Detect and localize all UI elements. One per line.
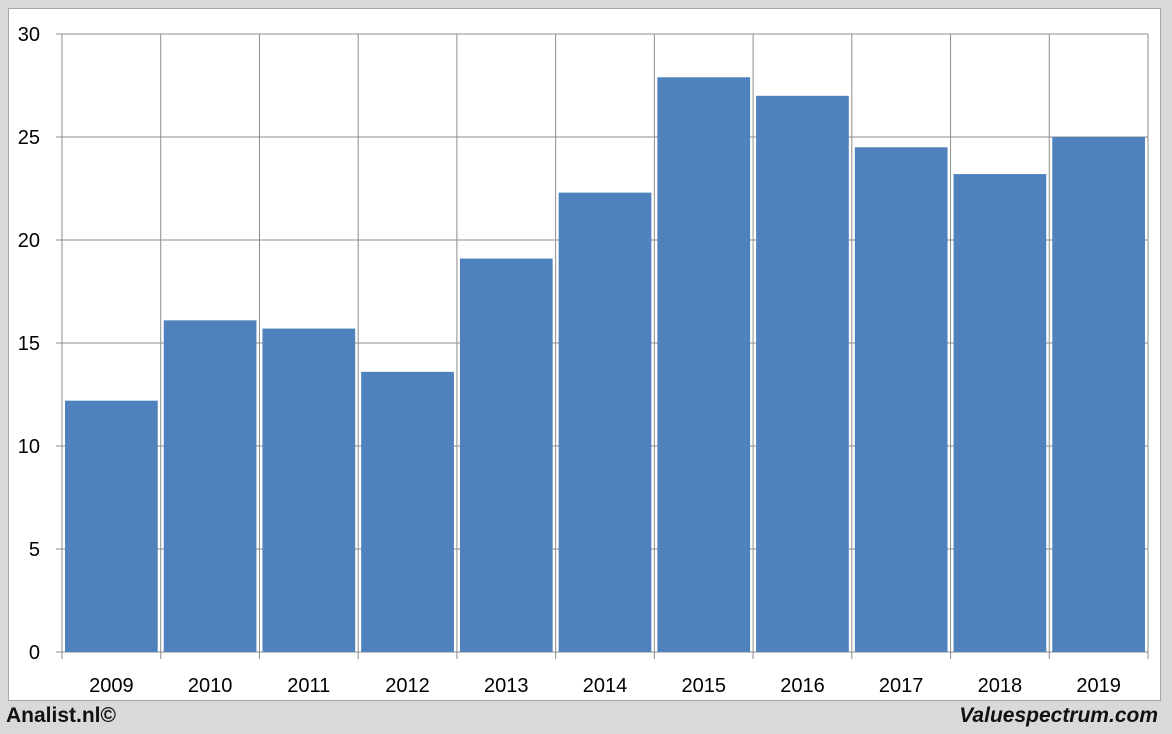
bar-2012 [361, 371, 454, 652]
y-tick-label: 0 [29, 642, 40, 664]
x-tick-label-2018: 2018 [978, 675, 1023, 697]
x-tick-label-2015: 2015 [681, 675, 726, 697]
bar-2010 [163, 320, 257, 652]
x-tick-label-2017: 2017 [879, 675, 924, 697]
bar-2014 [558, 192, 652, 652]
bar-2016 [756, 95, 849, 653]
bar-2019 [1052, 137, 1145, 652]
bar-2017 [854, 147, 948, 653]
x-tick-label-2011: 2011 [287, 675, 330, 697]
footer-left-credit: Analist.nl© [6, 704, 116, 727]
x-tick-label-2019: 2019 [1076, 675, 1121, 697]
bar-2009 [65, 400, 158, 652]
bar-2018 [953, 174, 1047, 652]
y-tick-label: 5 [29, 539, 40, 561]
x-tick-label-2016: 2016 [780, 675, 825, 697]
y-tick-label: 20 [18, 230, 40, 252]
bar-2011 [262, 328, 356, 652]
x-tick-label-2012: 2012 [385, 675, 430, 697]
y-tick-label: 15 [18, 333, 40, 355]
y-tick-label: 30 [18, 24, 40, 46]
x-tick-label-2010: 2010 [188, 675, 233, 697]
y-tick-label: 10 [18, 436, 40, 458]
footer-right-credit: Valuespectrum.com [959, 704, 1158, 727]
y-tick-label: 25 [18, 127, 40, 149]
x-tick-label-2014: 2014 [583, 675, 628, 697]
x-tick-label-2009: 2009 [89, 675, 134, 697]
bar-2015 [657, 77, 751, 652]
x-tick-label-2013: 2013 [484, 675, 529, 697]
bar-2013 [459, 258, 553, 652]
